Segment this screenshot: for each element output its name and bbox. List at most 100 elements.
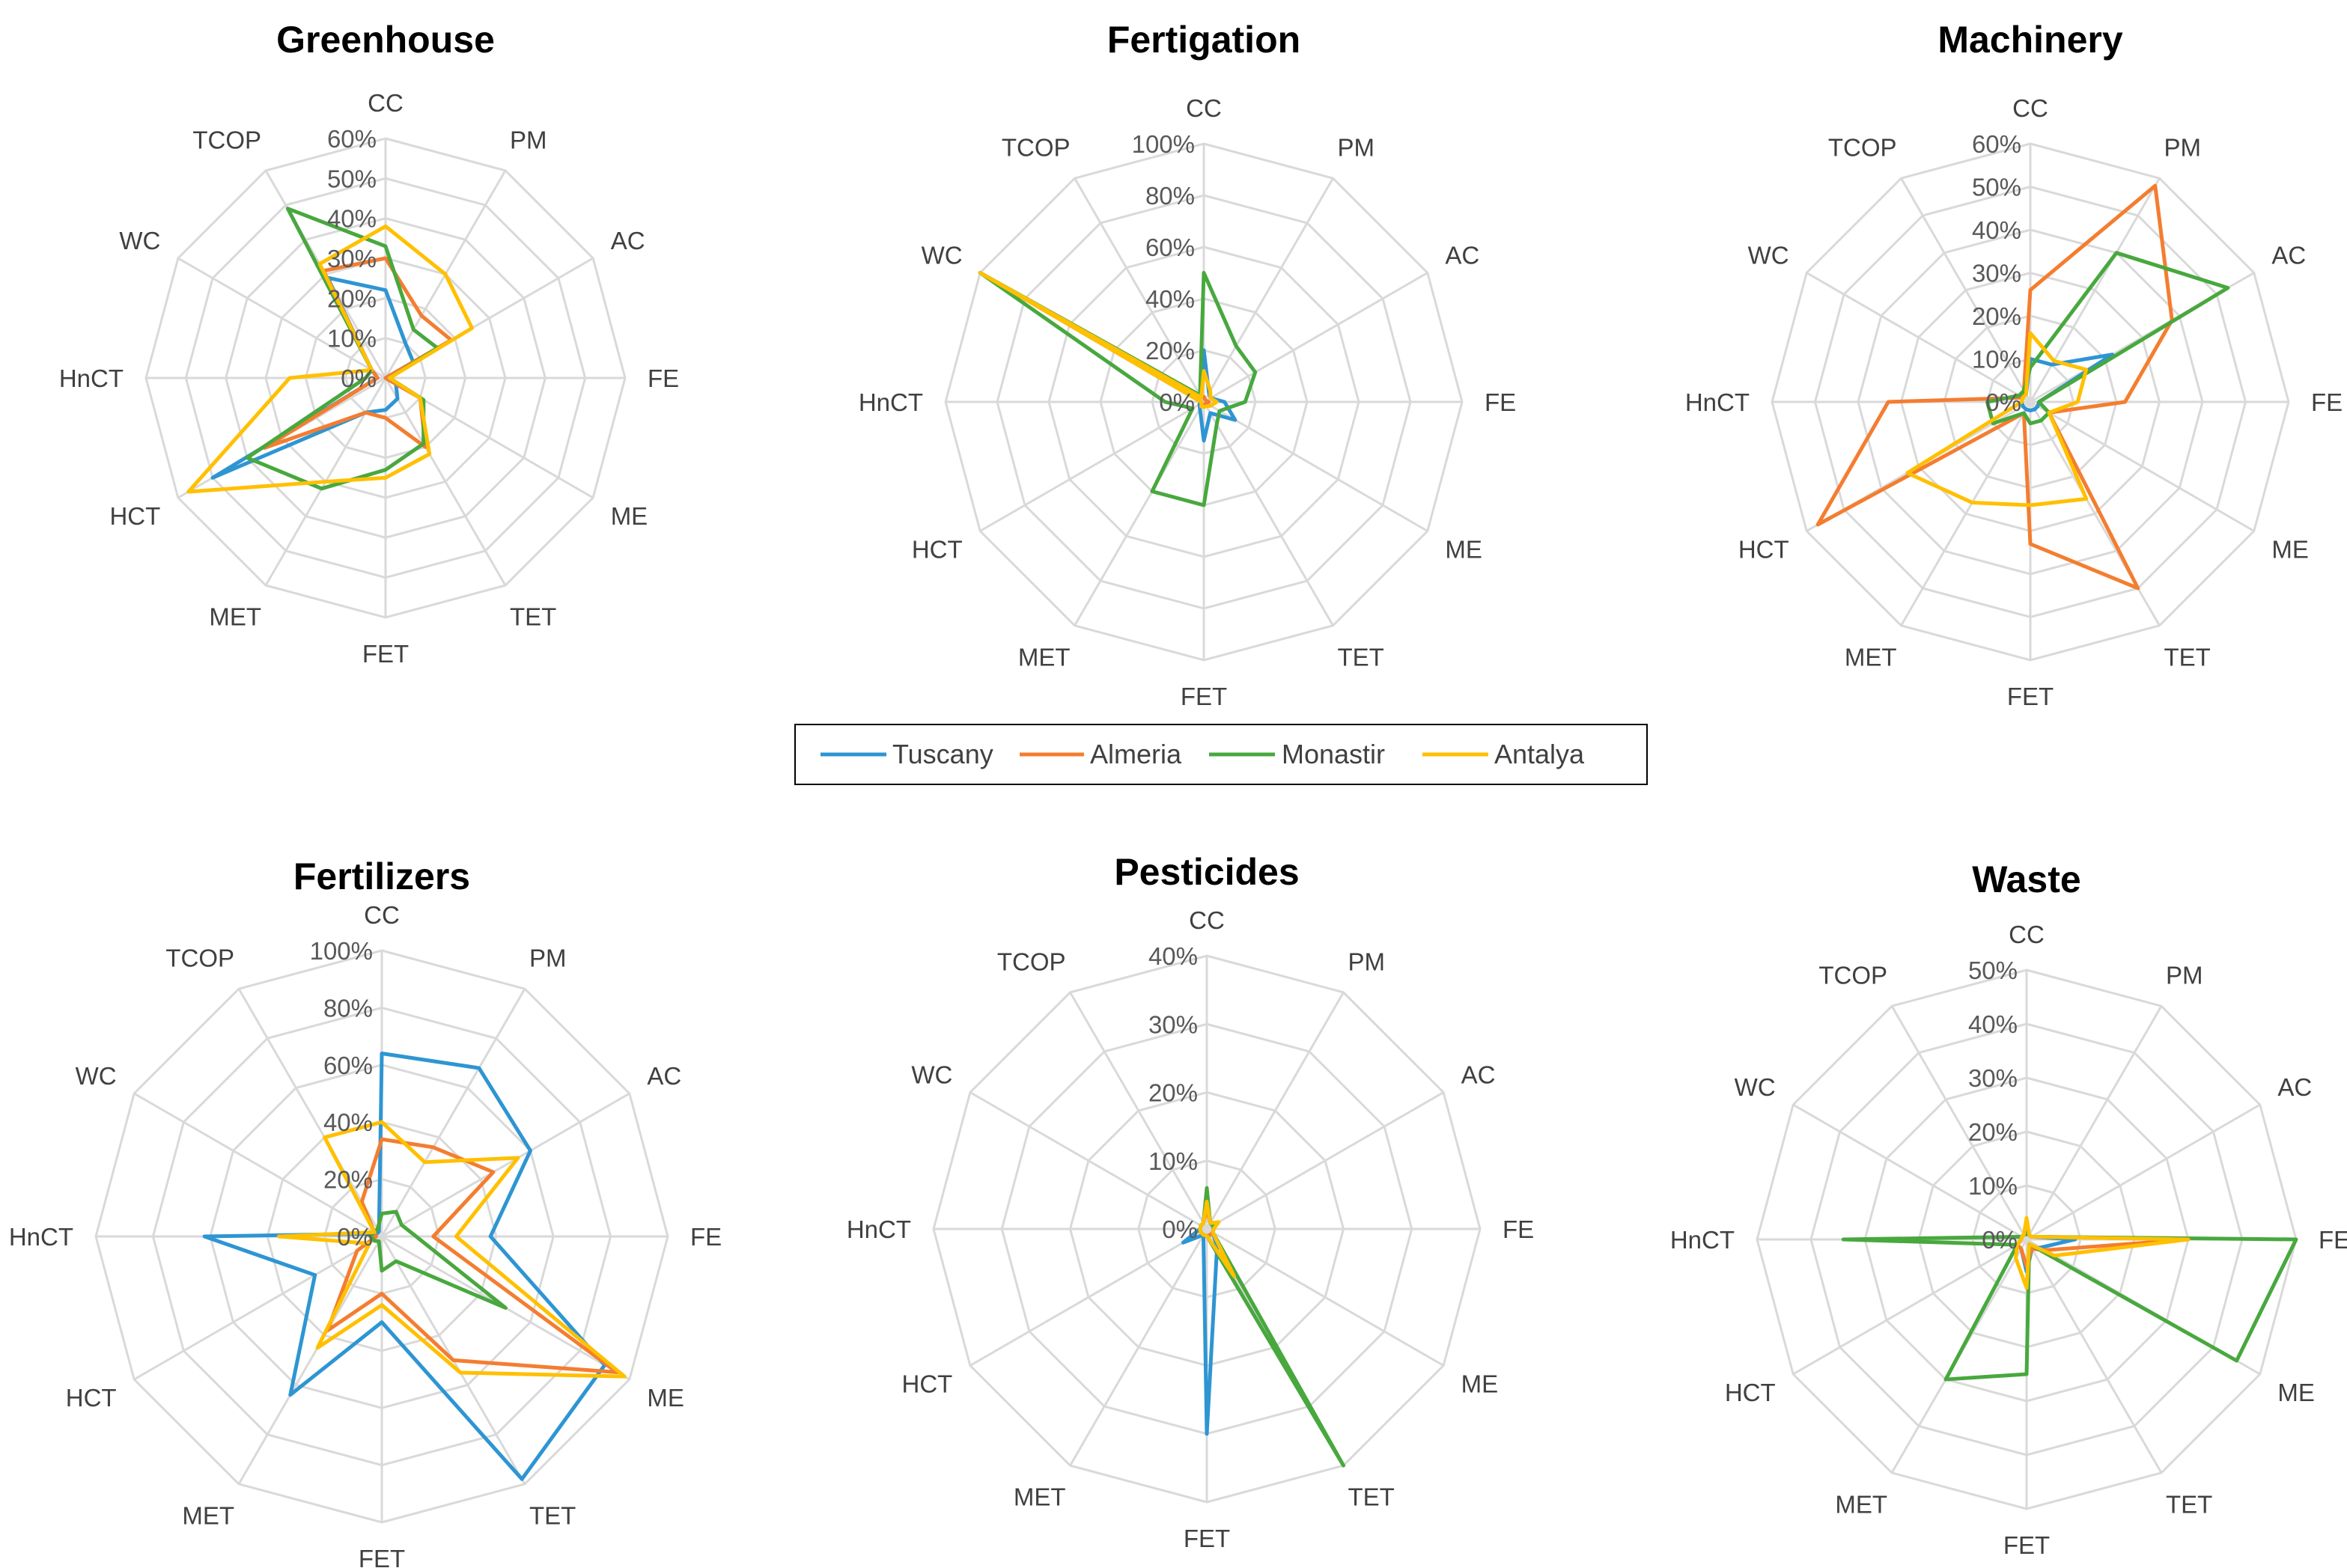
spoke-waste-pm [2025, 1005, 2163, 1240]
tick-label-machinery-5: 50% [1972, 174, 2021, 201]
axis-label-pesticides-wc: WC [911, 1061, 952, 1089]
axis-label-machinery-hnct: HnCT [1685, 388, 1750, 416]
spoke-pesticides-hct [969, 1227, 1208, 1367]
tick-label-pesticides-0: 0% [1162, 1215, 1198, 1243]
spoke-waste-hct [1792, 1238, 2027, 1376]
tick-label-greenhouse-4: 40% [327, 205, 377, 233]
axis-label-waste-ac: AC [2277, 1073, 2312, 1101]
axis-label-greenhouse-tet: TET [510, 603, 556, 631]
axis-label-waste-pm: PM [2166, 962, 2203, 989]
axis-label-pesticides-hnct: HnCT [847, 1215, 911, 1243]
tick-label-fertigation-1: 20% [1145, 337, 1195, 364]
axis-label-fertigation-met: MET [1018, 643, 1071, 671]
axis-label-waste-hnct: HnCT [1670, 1226, 1735, 1254]
axis-label-waste-me: ME [2277, 1379, 2315, 1406]
axis-label-fertigation-tcop: TCOP [1002, 134, 1071, 162]
tick-label-fertigation-2: 40% [1145, 285, 1195, 313]
spoke-machinery-wc [1806, 272, 2031, 403]
axis-label-machinery-fet: FET [2007, 683, 2054, 710]
axis-label-pesticides-ac: AC [1461, 1061, 1496, 1089]
tick-label-greenhouse-1: 10% [327, 325, 377, 353]
axis-label-greenhouse-me: ME [611, 502, 648, 530]
series-pesticides-antalya [1198, 1200, 1236, 1278]
axis-label-machinery-tcop: TCOP [1828, 134, 1897, 162]
axis-label-fertilizers-hct: HCT [66, 1384, 117, 1412]
axis-label-waste-tet: TET [2166, 1490, 2212, 1518]
axis-label-pesticides-met: MET [1014, 1483, 1066, 1511]
axis-label-fertigation-fe: FE [1485, 388, 1516, 416]
tick-label-fertilizers-4: 80% [323, 994, 373, 1022]
spoke-pesticides-pm [1205, 992, 1345, 1230]
tick-label-pesticides-3: 30% [1148, 1010, 1198, 1038]
radar-machinery: Machinery0%10%20%30%40%50%60%CCPMACFEMET… [1685, 19, 2343, 710]
spoke-fertilizers-hct [133, 1235, 383, 1381]
spoke-waste-ac [2026, 1103, 2261, 1241]
axis-label-waste-hct: HCT [1725, 1379, 1776, 1406]
spoke-waste-wc [1792, 1103, 2027, 1241]
spoke-fertilizers-wc [133, 1092, 383, 1238]
axis-label-greenhouse-pm: PM [510, 126, 547, 153]
axis-label-fertigation-wc: WC [922, 242, 963, 269]
spoke-fertigation-me [1203, 400, 1428, 532]
chart-title-fertilizers: Fertilizers [293, 855, 470, 897]
series-machinery-antalya [1905, 331, 2089, 507]
tick-label-machinery-3: 30% [1972, 260, 2021, 287]
axis-label-fertigation-cc: CC [1186, 94, 1222, 122]
spoke-machinery-tet [2029, 401, 2161, 626]
axis-label-pesticides-pm: PM [1348, 948, 1386, 975]
spoke-machinery-tcop [1900, 177, 2032, 403]
series-greenhouse-antalya [186, 224, 474, 494]
spoke-fertilizers-ac [381, 1092, 630, 1238]
axis-label-greenhouse-fe: FE [648, 364, 679, 392]
spoke-fertilizers-met [237, 1236, 383, 1485]
series-machinery-monastir [1985, 251, 2230, 426]
axis-label-fertilizers-wc: WC [76, 1062, 117, 1090]
spoke-fertigation-tcop [1074, 177, 1205, 403]
radar-fertigation: Fertigation0%20%40%60%80%100%CCPMACFEMET… [859, 19, 1516, 710]
legend-label-tuscany: Tuscany [892, 739, 993, 769]
tick-label-fertilizers-2: 40% [323, 1108, 373, 1136]
radar-waste: Waste 0% 10% 20% 30% 40% 50% CC PM AC FE ME TET FET ME… [1670, 858, 2347, 1559]
chart-title-machinery: Machinery [1937, 19, 2123, 61]
axis-label-fertilizers-ac: AC [647, 1062, 681, 1090]
spoke-pesticides-met [1069, 1228, 1208, 1466]
legend-entry-tuscany: Tuscany [821, 739, 993, 769]
tick-label-greenhouse-6: 60% [327, 125, 377, 153]
spoke-machinery-me [2030, 400, 2255, 532]
axis-label-fertilizers-pm: PM [529, 945, 567, 972]
tick-label-fertilizers-1: 20% [323, 1166, 373, 1194]
tick-label-fertilizers-0: 0% [337, 1223, 373, 1251]
series-machinery-almeria [1815, 183, 2174, 591]
tick-label-fertigation-3: 60% [1145, 234, 1195, 261]
chart-title-fertigation: Fertigation [1107, 19, 1300, 61]
legend-label-antalya: Antalya [1494, 739, 1585, 769]
axis-label-fertilizers-me: ME [647, 1384, 684, 1412]
axis-label-pesticides-tet: TET [1348, 1483, 1395, 1511]
axis-label-machinery-ac: AC [2271, 242, 2306, 269]
spoke-pesticides-me [1206, 1227, 1444, 1367]
axis-label-pesticides-hct: HCT [902, 1370, 953, 1398]
tick-label-fertilizers-5: 100% [310, 937, 373, 965]
legend-entry-monastir: Monastir [1209, 739, 1385, 769]
tick-label-waste-5: 50% [1968, 957, 2018, 984]
tick-label-waste-4: 40% [1968, 1010, 2018, 1038]
axis-label-fertigation-me: ME [1445, 536, 1482, 564]
radar-fertilizers: Fertilizers0%20%40%60%80%100%CCPMACFEMET… [9, 855, 722, 1568]
tick-label-fertigation-0: 0% [1159, 388, 1195, 416]
axis-label-machinery-fe: FE [2311, 388, 2343, 416]
axis-label-pesticides-fet: FET [1184, 1525, 1230, 1552]
tick-label-pesticides-2: 20% [1148, 1079, 1198, 1107]
spoke-fertigation-ac [1203, 272, 1428, 403]
axis-label-pesticides-tcop: TCOP [997, 948, 1066, 975]
tick-label-fertigation-4: 80% [1145, 182, 1195, 210]
axis-label-fertilizers-fet: FET [359, 1545, 405, 1568]
axis-label-fertigation-ac: AC [1445, 242, 1479, 269]
axis-label-fertilizers-met: MET [182, 1501, 234, 1529]
tick-label-machinery-1: 10% [1972, 346, 2021, 373]
spoke-fertigation-met [1074, 401, 1205, 626]
axis-label-greenhouse-cc: CC [368, 89, 404, 117]
axis-label-machinery-wc: WC [1748, 242, 1789, 269]
axis-label-fertigation-hct: HCT [912, 536, 963, 564]
spoke-machinery-met [1900, 401, 2032, 626]
